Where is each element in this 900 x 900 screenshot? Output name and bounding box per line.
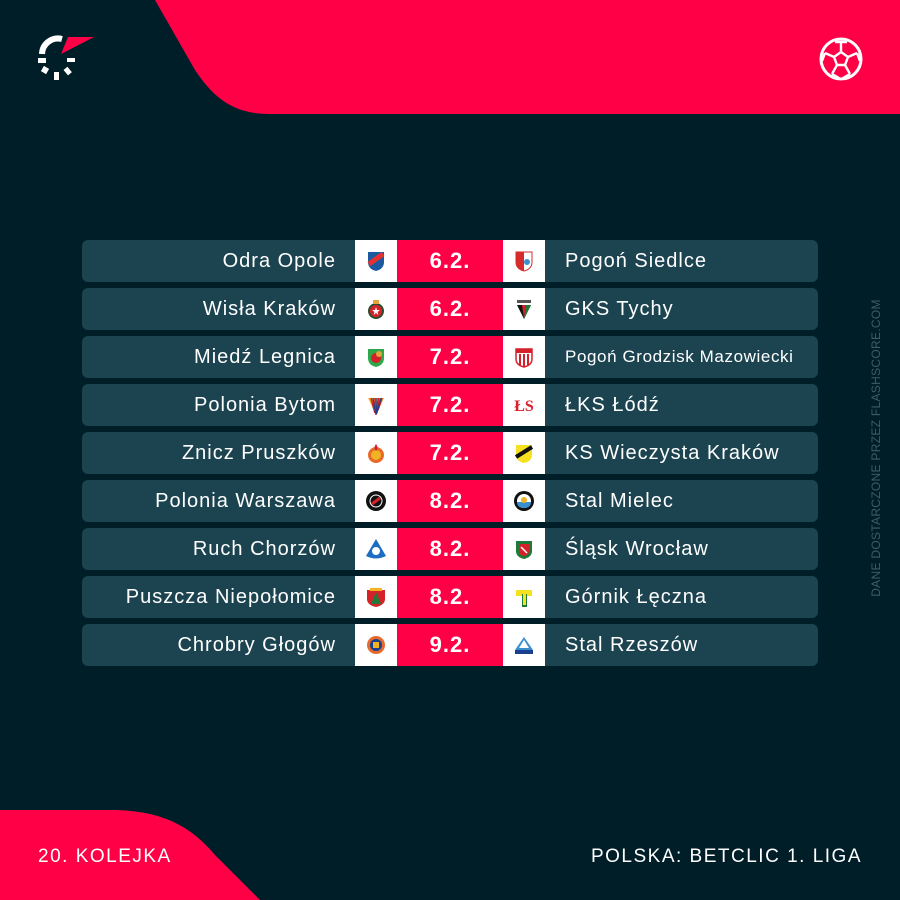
fixture-row[interactable]: Miedź Legnica 7.2. Pogoń Grodzisk Mazowi… [82,336,819,378]
fixture-row[interactable]: Wisła Kraków 6.2. GKS Tychy [82,288,819,330]
match-date: 8.2. [397,576,503,618]
svg-text:ŁS: ŁS [514,398,534,415]
match-date: 7.2. [397,336,503,378]
match-date: 9.2. [397,624,503,666]
away-team: Stal Mielec [545,480,818,522]
home-crest-icon [355,480,397,522]
fixture-row[interactable]: Ruch Chorzów 8.2. Śląsk Wrocław [82,528,819,570]
home-team: Polonia Bytom [82,384,355,426]
away-crest-icon [503,480,545,522]
home-team: Odra Opole [82,240,355,282]
home-team: Wisła Kraków [82,288,355,330]
away-team: Stal Rzeszów [545,624,818,666]
away-team: ŁKS Łódź [545,384,818,426]
away-team: Górnik Łęczna [545,576,818,618]
away-team: KS Wieczysta Kraków [545,432,818,474]
home-crest-icon [355,240,397,282]
away-crest-icon [503,336,545,378]
match-date: 6.2. [397,288,503,330]
away-team: Pogoń Grodzisk Mazowiecki [545,336,818,378]
away-team: GKS Tychy [545,288,818,330]
home-crest-icon [355,528,397,570]
home-crest-icon [355,288,397,330]
away-crest-icon: ŁS [503,384,545,426]
fixture-row[interactable]: Chrobry Głogów 9.2. Stal Rzeszów [82,624,819,666]
away-crest-icon [503,432,545,474]
home-team: Miedź Legnica [82,336,355,378]
away-crest-icon [503,576,545,618]
away-team: Pogoń Siedlce [545,240,818,282]
fixture-row[interactable]: Znicz Pruszków 7.2. KS Wieczysta Kraków [82,432,819,474]
flashscore-logo-icon [38,35,94,80]
home-crest-icon [355,336,397,378]
league-label: POLSKA: BETCLIC 1. LIGA [590,846,862,867]
round-label: 20. KOLEJKA [38,846,172,867]
home-team: Polonia Warszawa [82,480,355,522]
home-crest-icon [355,576,397,618]
home-crest-icon [355,432,397,474]
away-crest-icon [503,528,545,570]
match-date: 7.2. [397,432,503,474]
home-team: Puszcza Niepołomice [82,576,355,618]
away-crest-icon [503,240,545,282]
fixture-row[interactable]: Odra Opole 6.2. Pogoń Siedlce [82,240,819,282]
match-date: 8.2. [397,528,503,570]
home-crest-icon [355,624,397,666]
match-date: 8.2. [397,480,503,522]
fixture-row[interactable]: Polonia Bytom 7.2. ŁS ŁKS Łódź [82,384,819,426]
away-crest-icon [503,288,545,330]
data-credit: DANE DOSTARCZONE PRZEZ FLASHSCORE.COM [869,299,883,597]
football-icon [819,37,863,81]
home-team: Ruch Chorzów [82,528,355,570]
away-crest-icon [503,624,545,666]
home-team: Znicz Pruszków [82,432,355,474]
away-team: Śląsk Wrocław [545,528,818,570]
home-crest-icon [355,384,397,426]
fixture-row[interactable]: Puszcza Niepołomice 8.2. Górnik Łęczna [82,576,819,618]
match-date: 7.2. [397,384,503,426]
home-team: Chrobry Głogów [82,624,355,666]
match-date: 6.2. [397,240,503,282]
fixture-row[interactable]: Polonia Warszawa 8.2. Stal Mielec [82,480,819,522]
